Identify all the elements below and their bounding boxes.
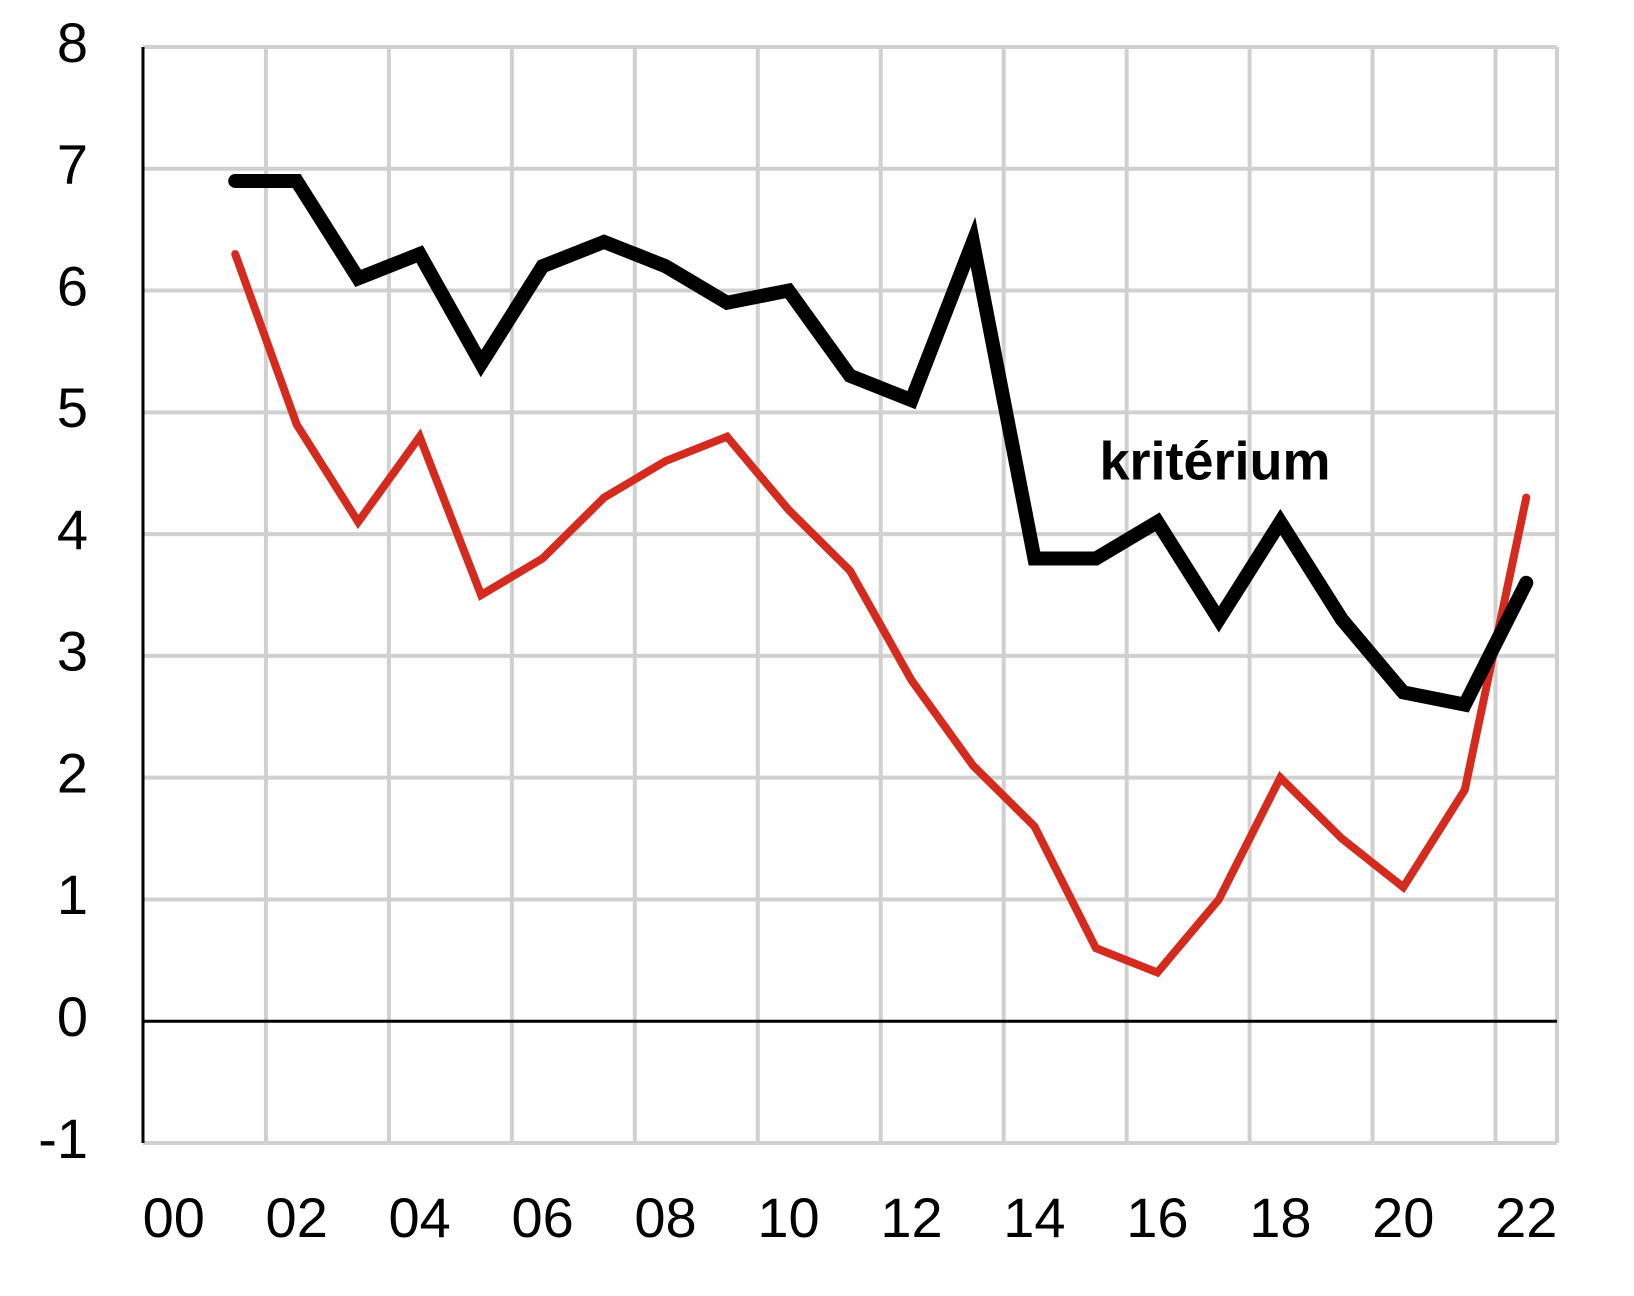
series-line bbox=[228, 173, 1534, 713]
x-tick-label: 08 bbox=[634, 1186, 696, 1249]
x-tick-label: 04 bbox=[389, 1186, 451, 1249]
y-tick-label: 7 bbox=[57, 133, 88, 196]
y-tick-label: 1 bbox=[57, 863, 88, 926]
x-tick-label: 14 bbox=[1003, 1186, 1065, 1249]
annotation: kritérium bbox=[1099, 431, 1330, 491]
y-tick-label: -1 bbox=[38, 1107, 88, 1170]
series-line bbox=[231, 250, 1531, 978]
y-tick-label: 3 bbox=[57, 620, 88, 683]
x-tick-label: 02 bbox=[266, 1186, 328, 1249]
y-tick-label: 2 bbox=[57, 741, 88, 804]
y-tick-label: 5 bbox=[57, 376, 88, 439]
y-tick-label: 4 bbox=[57, 498, 88, 561]
y-tick-label: 6 bbox=[57, 254, 88, 317]
x-tick-label: 10 bbox=[757, 1186, 819, 1249]
x-tick-label: 22 bbox=[1495, 1186, 1557, 1249]
y-tick-label: 8 bbox=[57, 11, 88, 74]
x-tick-label: 12 bbox=[880, 1186, 942, 1249]
x-tick-label: 00 bbox=[143, 1186, 205, 1249]
x-tick-label: 16 bbox=[1126, 1186, 1188, 1249]
y-tick-label: 0 bbox=[57, 985, 88, 1048]
x-tick-label: 06 bbox=[511, 1186, 573, 1249]
x-tick-label: 20 bbox=[1372, 1186, 1434, 1249]
x-tick-label: 18 bbox=[1249, 1186, 1311, 1249]
